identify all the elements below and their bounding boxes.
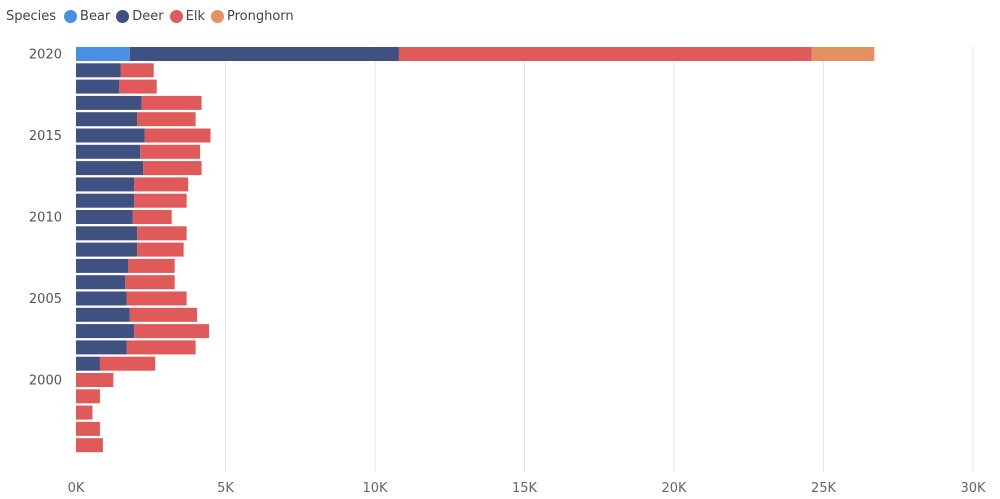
bar-pronghorn-2020 — [811, 47, 875, 61]
bar-deer-2002 — [76, 340, 127, 355]
legend-label-deer: Deer — [132, 8, 164, 24]
bar-deer-2004 — [76, 307, 130, 322]
x-tick-label: 20K — [661, 481, 687, 496]
bar-elk-2006 — [125, 275, 175, 290]
bar-deer-2003 — [76, 324, 135, 339]
bar-elk-2011 — [134, 193, 187, 208]
bar-elk-1997 — [76, 421, 100, 436]
bar-deer-2011 — [76, 193, 135, 208]
bar-elk-2015 — [144, 128, 211, 143]
bar-elk-1996 — [76, 438, 103, 453]
bar-deer-2010 — [76, 210, 133, 224]
y-tick-label: 2020 — [29, 48, 62, 63]
legend-item-elk[interactable]: Elk — [169, 8, 205, 24]
bar-deer-2012 — [76, 177, 135, 192]
bar-deer-2001 — [76, 356, 100, 371]
bar-deer-2020 — [129, 47, 399, 61]
bar-deer-2006 — [76, 275, 126, 290]
bar-elk-2007 — [128, 258, 175, 273]
bar-elk-1998 — [76, 405, 93, 420]
x-tick-label: 5K — [217, 481, 234, 496]
legend-label-elk: Elk — [185, 8, 205, 24]
x-tick-label: 30K — [960, 481, 986, 496]
bar-elk-2019 — [120, 63, 154, 78]
legend-swatch-elk — [169, 9, 183, 23]
bar-elk-2012 — [134, 177, 189, 192]
bar-elk-2009 — [137, 226, 187, 241]
y-tick-label: 2015 — [29, 129, 62, 144]
bar-elk-1999 — [76, 389, 100, 404]
bar-elk-2003 — [134, 324, 210, 339]
x-tick-label: 15K — [512, 481, 538, 496]
bar-elk-2000 — [76, 373, 114, 387]
bar-deer-2007 — [76, 258, 129, 273]
legend-title: Species — [6, 8, 57, 24]
bar-elk-2010 — [132, 210, 172, 224]
bar-deer-2008 — [76, 242, 138, 257]
legend-item-deer[interactable]: Deer — [116, 8, 164, 24]
legend-label-bear: Bear — [80, 8, 111, 24]
bar-elk-2014 — [140, 144, 201, 159]
bar-deer-2015 — [76, 128, 145, 143]
x-tick-label: 10K — [362, 481, 388, 496]
bar-elk-2008 — [137, 242, 184, 257]
y-tick-label: 2010 — [29, 211, 62, 226]
bar-deer-2014 — [76, 144, 141, 159]
bar-elk-2016 — [137, 112, 196, 127]
bar-deer-2019 — [76, 63, 121, 78]
x-tick-label: 25K — [811, 481, 837, 496]
bar-deer-2017 — [76, 95, 142, 110]
legend-label-pronghorn: Pronghorn — [227, 8, 294, 24]
bar-elk-2013 — [143, 161, 202, 176]
bar-elk-2002 — [126, 340, 196, 355]
bar-deer-2016 — [76, 112, 138, 127]
bar-elk-2005 — [126, 291, 187, 306]
bar-deer-2018 — [76, 79, 120, 94]
bar-elk-2017 — [141, 95, 202, 110]
bar-bear-2020 — [76, 47, 130, 61]
bar-deer-2013 — [76, 161, 144, 176]
legend-item-bear[interactable]: Bear — [64, 9, 110, 24]
bar-elk-2004 — [129, 307, 198, 322]
bar-deer-2005 — [76, 291, 127, 306]
legend-swatch-bear — [64, 9, 78, 23]
y-tick-label: 2000 — [29, 374, 62, 389]
bar-elk-2020 — [398, 47, 812, 61]
y-tick-label: 2005 — [29, 292, 62, 307]
bar-deer-2009 — [76, 226, 138, 241]
legend-item-pronghorn[interactable]: Pronghorn — [211, 9, 294, 24]
legend-swatch-pronghorn — [211, 9, 224, 23]
legend-swatch-deer — [116, 9, 130, 23]
x-tick-label: 0K — [68, 481, 85, 496]
legend: Species Bear Deer Elk Pronghorn — [6, 6, 300, 26]
bar-elk-2018 — [119, 79, 157, 94]
bar-elk-2001 — [99, 356, 156, 371]
